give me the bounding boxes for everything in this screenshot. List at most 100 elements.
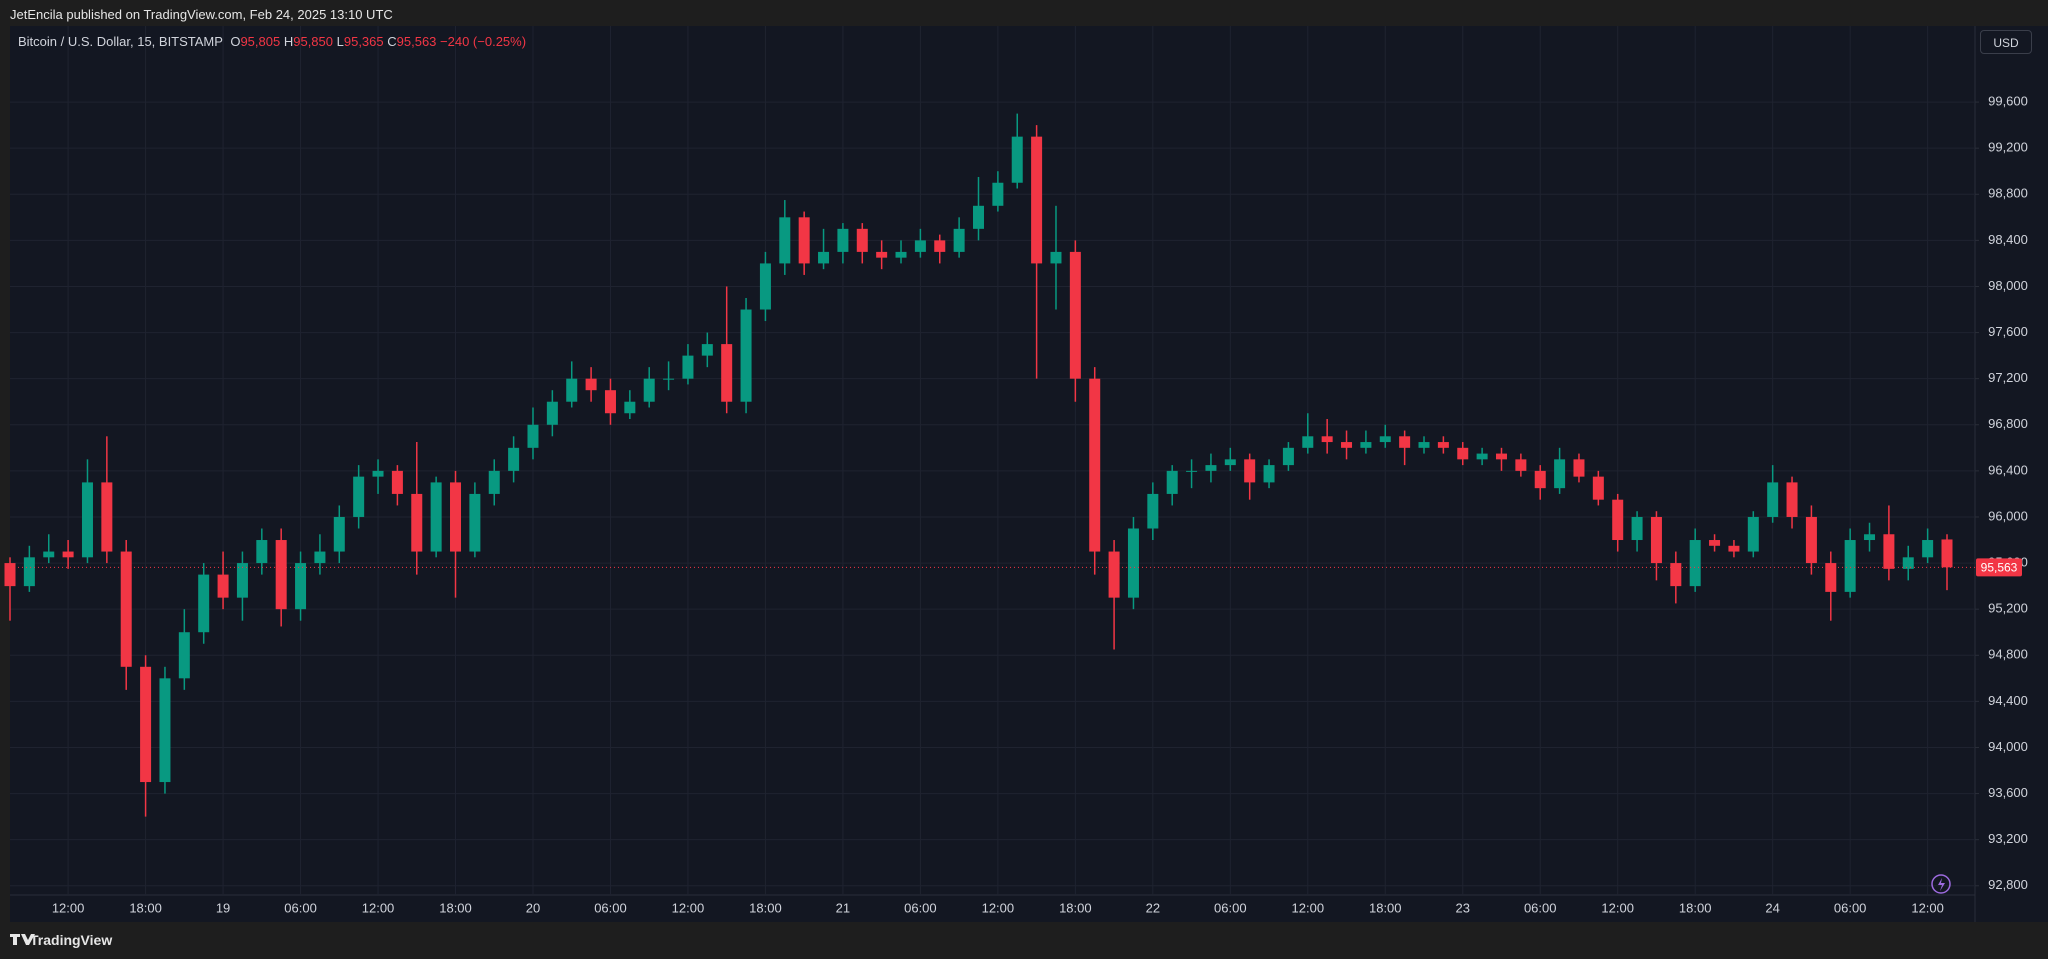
symbol-name: Bitcoin / U.S. Dollar, 15, BITSTAMP bbox=[18, 34, 223, 49]
candle-body bbox=[973, 205, 984, 229]
y-tick-label: 97,600 bbox=[1988, 324, 2028, 339]
x-tick-label: 06:00 bbox=[1214, 900, 1247, 915]
candle-body bbox=[1786, 482, 1798, 517]
x-tick-label: 23 bbox=[1456, 900, 1470, 915]
chart-background bbox=[10, 26, 2048, 922]
candles bbox=[4, 113, 1975, 817]
candle-body bbox=[1631, 516, 1643, 541]
candle-body bbox=[256, 540, 268, 564]
x-tick-label: 12:00 bbox=[1292, 900, 1325, 915]
ohlc-open: 95,805 bbox=[240, 34, 281, 49]
candle-body bbox=[1864, 534, 1876, 541]
candle-body bbox=[1341, 442, 1353, 448]
candle-body bbox=[1089, 378, 1101, 552]
x-tick-label: 19 bbox=[216, 900, 230, 915]
x-tick-label: 06:00 bbox=[284, 900, 317, 915]
candle-body bbox=[1321, 436, 1333, 443]
candle-body bbox=[178, 632, 190, 679]
x-tick-label: 21 bbox=[836, 900, 850, 915]
assistant-icon[interactable] bbox=[1931, 874, 1951, 894]
candle-body bbox=[450, 482, 462, 552]
candle-body bbox=[411, 493, 423, 552]
candle-body bbox=[779, 217, 791, 264]
candle-body bbox=[469, 493, 481, 552]
y-tick-label: 94,800 bbox=[1988, 647, 2028, 662]
candle-body bbox=[1612, 499, 1624, 541]
x-tick-label: 06:00 bbox=[1834, 900, 1867, 915]
candle-body bbox=[488, 470, 500, 494]
candle-body bbox=[566, 378, 578, 402]
candle-body bbox=[643, 378, 655, 402]
candle-body bbox=[1476, 453, 1488, 460]
candle-body bbox=[217, 574, 229, 598]
y-tick-label: 97,200 bbox=[1988, 370, 2028, 385]
x-tick-label: 06:00 bbox=[904, 900, 937, 915]
candle-body bbox=[1844, 540, 1856, 592]
candle-body bbox=[856, 228, 868, 252]
last-price-tag bbox=[1976, 558, 2022, 577]
candle-body bbox=[1244, 459, 1256, 483]
candle-body bbox=[295, 563, 307, 610]
y-tick-label: 99,600 bbox=[1988, 94, 2028, 109]
candle-body bbox=[1495, 453, 1507, 460]
candle-body bbox=[1302, 436, 1314, 448]
ohlc-o: O bbox=[230, 34, 241, 49]
candle-body bbox=[953, 228, 965, 252]
candle-body bbox=[682, 355, 694, 379]
candle-body bbox=[1399, 436, 1411, 448]
candle-body bbox=[1554, 459, 1566, 489]
ohlc-h: H bbox=[283, 34, 294, 49]
candle-body bbox=[1011, 136, 1023, 183]
candle-body bbox=[1282, 447, 1294, 466]
candle-body bbox=[430, 482, 442, 552]
y-tick-label: 96,800 bbox=[1988, 416, 2028, 431]
candle-body bbox=[372, 470, 384, 477]
candle-body bbox=[1767, 482, 1779, 517]
candle-body bbox=[585, 378, 597, 391]
candle-body bbox=[1689, 540, 1701, 587]
candle-body bbox=[353, 476, 365, 517]
y-tick-label: 98,000 bbox=[1988, 278, 2028, 293]
x-tick-label: 18:00 bbox=[129, 900, 162, 915]
candle-body bbox=[333, 516, 345, 552]
candle-body bbox=[1650, 516, 1662, 564]
candle-body bbox=[759, 263, 771, 310]
candle-body bbox=[1573, 459, 1585, 477]
candle-body bbox=[140, 666, 152, 783]
candle-body bbox=[1263, 465, 1275, 483]
candle-body bbox=[663, 378, 675, 380]
candle-body bbox=[1747, 516, 1759, 552]
candle-body bbox=[914, 240, 926, 252]
currency-button[interactable]: USD bbox=[1980, 30, 2032, 54]
candle-body bbox=[1534, 470, 1546, 489]
ohlc-close: 95,563 bbox=[396, 34, 437, 49]
candle-body bbox=[1166, 470, 1178, 494]
candle-body bbox=[4, 563, 16, 587]
y-tick-label: 99,200 bbox=[1988, 140, 2028, 155]
candle-body bbox=[1883, 534, 1895, 569]
candle-body bbox=[1457, 447, 1469, 460]
candle-body bbox=[604, 390, 616, 414]
candle-body bbox=[934, 240, 946, 252]
ohlc-low: 95,365 bbox=[343, 34, 384, 49]
publisher-header: JetEncila published on TradingView.com, … bbox=[10, 7, 393, 22]
candle-body bbox=[1127, 528, 1139, 598]
symbol-legend: Bitcoin / U.S. Dollar, 15, BITSTAMP O95,… bbox=[18, 34, 526, 49]
candle-body bbox=[101, 482, 113, 552]
candle-body bbox=[1205, 465, 1217, 471]
y-tick-label: 92,800 bbox=[1988, 877, 2028, 892]
x-tick-label: 18:00 bbox=[749, 900, 782, 915]
candle-body bbox=[236, 563, 248, 598]
candle-body bbox=[120, 551, 132, 667]
x-tick-label: 22 bbox=[1146, 900, 1160, 915]
candle-body bbox=[1592, 476, 1604, 500]
candle-body bbox=[721, 344, 733, 402]
ohlc-c: C bbox=[387, 34, 397, 49]
candle-body bbox=[508, 447, 520, 471]
candle-body bbox=[1728, 545, 1740, 552]
y-tick-label: 96,000 bbox=[1988, 508, 2028, 523]
candle-body bbox=[798, 217, 810, 264]
x-tick-label: 12:00 bbox=[1911, 900, 1944, 915]
candle-body bbox=[1418, 442, 1430, 448]
